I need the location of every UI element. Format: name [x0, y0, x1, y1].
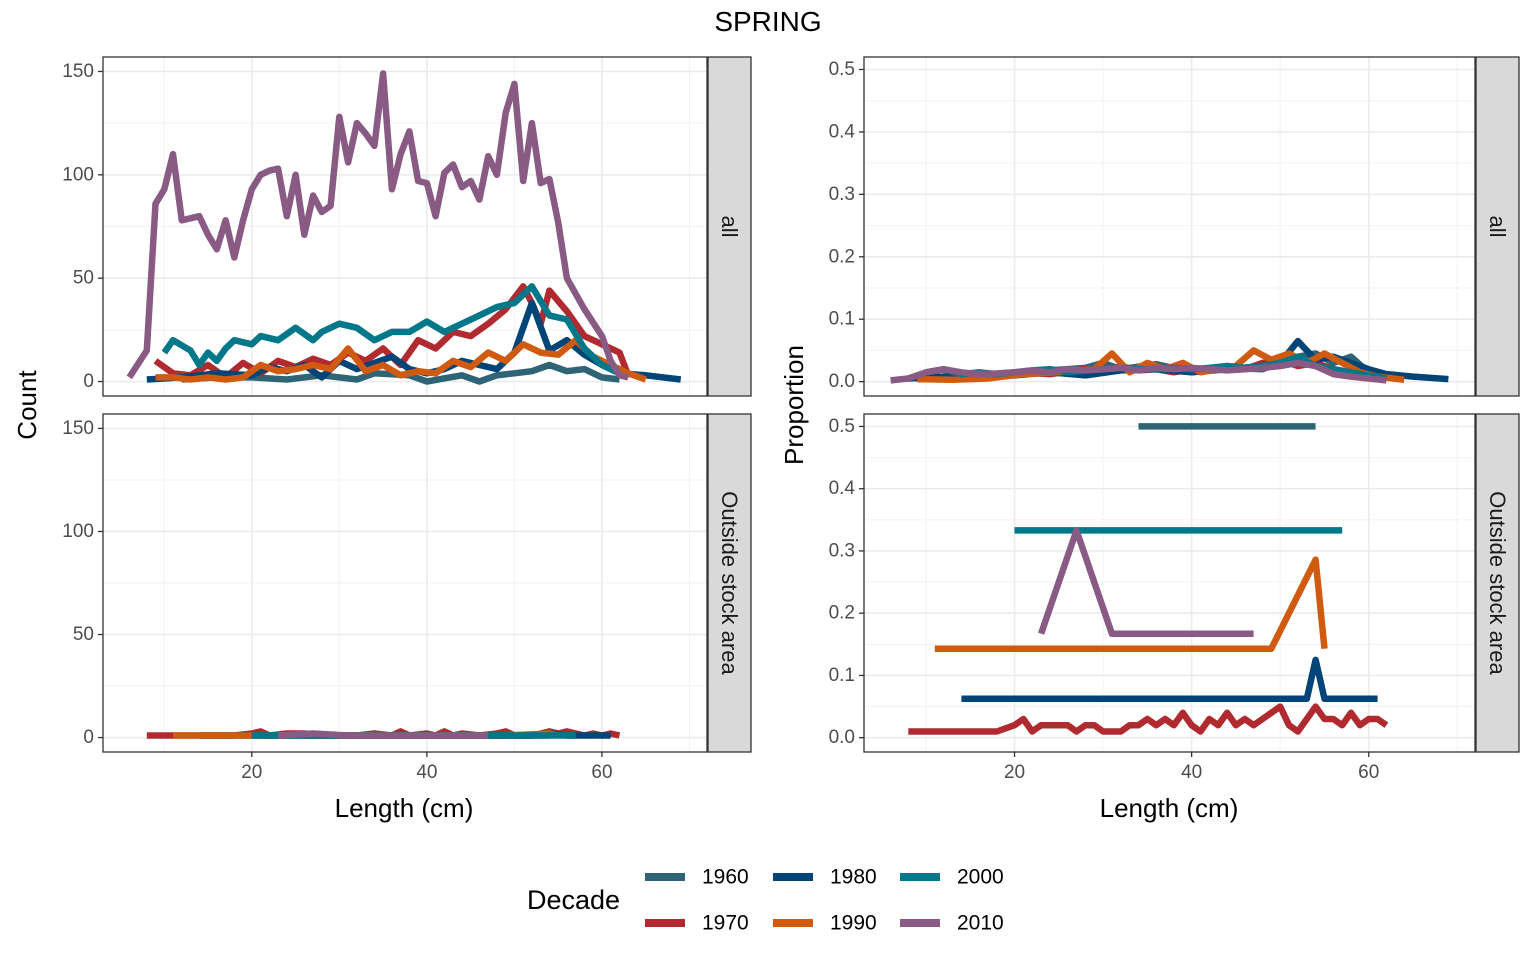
legend-title: Decade [527, 885, 620, 915]
series-line-2010 [126, 70, 629, 381]
facet-strip [1475, 56, 1520, 397]
facet-strip-label: all [717, 215, 742, 237]
y-tick-label: 100 [62, 164, 94, 185]
series-line-1970 [908, 703, 1389, 735]
facet-strip-label: all [1485, 215, 1510, 237]
panel-border [102, 56, 708, 397]
panel-proportion-all: all 0.0 0.1 0.2 0.3 0.4 0.5 [829, 56, 1520, 397]
y-axis-title-count: Count [12, 370, 42, 440]
x-axis-title-left: Length (cm) [335, 793, 474, 823]
panel-border [102, 413, 708, 753]
panel-border [863, 56, 1476, 397]
y-tick-label: 0 [83, 371, 94, 392]
panel-border [863, 413, 1476, 753]
panel-proportion-outside: Outside stock area 0.0 0.1 0.2 0.3 0.4 0.5 20 40… [829, 413, 1520, 783]
y-tick-label: 150 [62, 61, 94, 82]
y-tick-label: 150 [62, 418, 94, 439]
x-tick-label: 40 [416, 762, 437, 783]
facet-strip [707, 413, 752, 753]
y-tick-label: 50 [73, 624, 94, 645]
y-tick-label: 0.1 [829, 309, 855, 330]
facet-strip-label: Outside stock area [1485, 491, 1510, 675]
y-tick-label: 0.4 [829, 121, 856, 142]
panel-count-outside: Outside stock area 0 50 100 150 20 40 60 [62, 413, 752, 783]
x-tick-label: 60 [1358, 762, 1379, 783]
y-tick-label: 0.3 [829, 184, 855, 205]
facet-strip [1475, 413, 1520, 753]
series-line-1960 [181, 361, 620, 385]
y-tick-label: 0.1 [829, 665, 855, 686]
x-tick-label: 60 [591, 762, 612, 783]
legend: Decade 1960 1970 1980 1990 2000 2010 [527, 866, 1004, 935]
x-tick-label: 20 [1004, 762, 1025, 783]
panel-count-all: all 0 50 100 150 [62, 56, 752, 397]
y-tick-label: 0.0 [829, 371, 855, 392]
x-tick-label: 40 [1181, 762, 1202, 783]
facet-strip [707, 56, 752, 397]
y-axis-title-proportion: Proportion [779, 345, 809, 465]
y-tick-label: 0.4 [829, 478, 856, 499]
x-axis-title-right: Length (cm) [1100, 793, 1239, 823]
series-line-2010 [277, 730, 489, 739]
y-tick-label: 0 [83, 727, 94, 748]
series-line-1980 [961, 656, 1378, 703]
y-tick-label: 0.5 [829, 59, 855, 80]
series-line-2010 [890, 359, 1387, 384]
x-tick-label: 20 [241, 762, 262, 783]
y-tick-label: 0.5 [829, 416, 855, 437]
y-tick-label: 50 [73, 268, 94, 289]
series-line-1970 [153, 283, 632, 381]
y-axis-label-proportion: Proportion [779, 345, 809, 465]
legend-label-2010: 2010 [957, 912, 1004, 935]
legend-label-1990: 1990 [830, 912, 877, 935]
y-axis-label-count: Count [12, 370, 42, 440]
series-line-2010 [1038, 527, 1254, 637]
series-line-1990 [934, 556, 1328, 652]
y-tick-label: 0.2 [829, 246, 855, 267]
panel-background [864, 57, 1475, 396]
legend-label-1980: 1980 [830, 866, 877, 889]
y-tick-label: 100 [62, 521, 94, 542]
legend-label-2000: 2000 [957, 866, 1004, 889]
series-line-2000 [161, 283, 621, 377]
series-line-1990 [155, 336, 647, 383]
y-tick-label: 0.0 [829, 727, 855, 748]
legend-label-1970: 1970 [702, 912, 749, 935]
y-tick-label: 0.3 [829, 540, 855, 561]
y-tick-label: 0.2 [829, 603, 855, 624]
legend-label-1960: 1960 [702, 866, 749, 889]
facet-strip-label: Outside stock area [717, 491, 742, 675]
chart-title: SPRING [714, 6, 821, 37]
